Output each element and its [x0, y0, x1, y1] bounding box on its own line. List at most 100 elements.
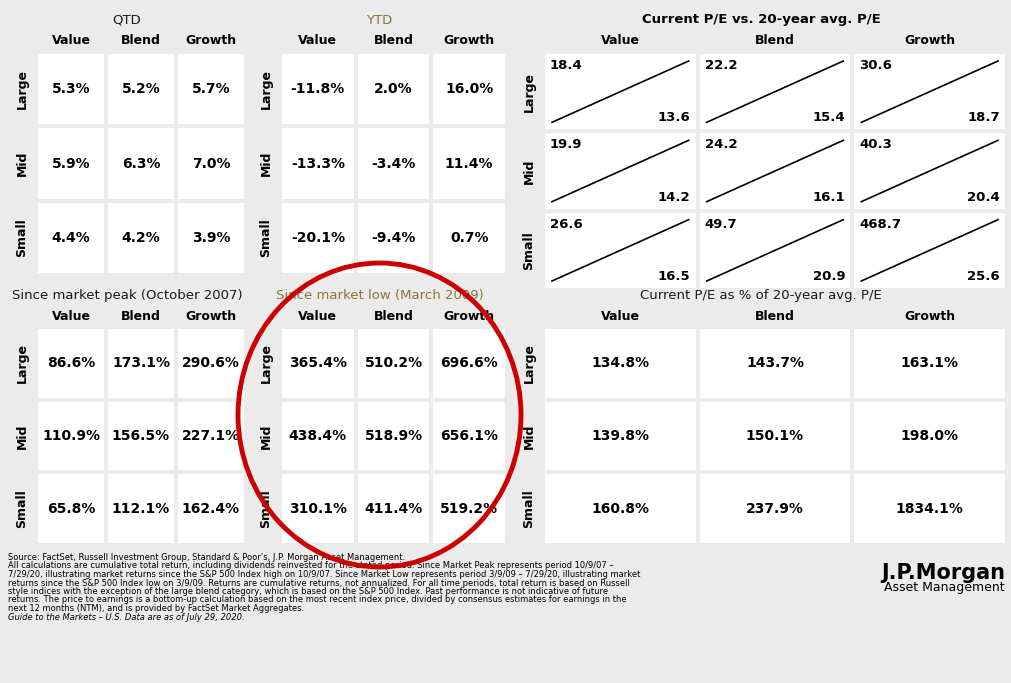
Bar [357, 402, 429, 471]
Text: 198.0%: 198.0% [900, 429, 957, 443]
Text: 139.8%: 139.8% [590, 429, 649, 443]
Text: returns. The price to earnings is a bottom-up calculation based on the most rece: returns. The price to earnings is a bott… [8, 596, 626, 604]
Text: Large: Large [522, 344, 535, 383]
Text: 519.2%: 519.2% [440, 502, 497, 516]
Text: Blend: Blend [121, 35, 161, 48]
Text: Large: Large [259, 344, 272, 383]
Text: 2.0%: 2.0% [374, 82, 412, 96]
Text: Blend: Blend [373, 309, 413, 322]
Text: Mid: Mid [522, 423, 535, 449]
Bar [433, 402, 504, 471]
Text: Mid: Mid [259, 151, 272, 176]
Bar [282, 329, 353, 398]
Text: 16.0%: 16.0% [445, 82, 492, 96]
Bar [699, 329, 849, 398]
Text: Small: Small [522, 489, 535, 528]
Text: 156.5%: 156.5% [112, 429, 170, 443]
Text: 16.5: 16.5 [657, 270, 690, 283]
Bar [853, 133, 1004, 209]
Text: Since market peak (October 2007): Since market peak (October 2007) [12, 288, 242, 301]
Text: Asset Management: Asset Management [884, 581, 1004, 594]
Text: 6.3%: 6.3% [121, 156, 160, 171]
Bar [282, 128, 353, 199]
Bar [699, 402, 849, 471]
Bar [357, 329, 429, 398]
Text: Mid: Mid [522, 158, 535, 184]
Text: 19.9: 19.9 [549, 139, 582, 152]
Text: 5.9%: 5.9% [52, 156, 90, 171]
Text: 22.2: 22.2 [704, 59, 736, 72]
Bar [357, 54, 429, 124]
Bar [357, 474, 429, 543]
Text: 162.4%: 162.4% [182, 502, 240, 516]
Bar [699, 133, 849, 209]
Bar [853, 212, 1004, 288]
Text: 518.9%: 518.9% [364, 429, 423, 443]
Text: -13.3%: -13.3% [290, 156, 345, 171]
Text: Value: Value [298, 309, 337, 322]
Bar [108, 402, 174, 471]
Text: -11.8%: -11.8% [290, 82, 345, 96]
Bar [108, 54, 174, 124]
Text: J.P.Morgan: J.P.Morgan [881, 563, 1004, 583]
Bar [178, 203, 244, 273]
Text: 0.7%: 0.7% [450, 231, 488, 245]
Text: 18.4: 18.4 [549, 59, 582, 72]
Bar [282, 402, 353, 471]
Bar [433, 128, 504, 199]
Bar [108, 203, 174, 273]
Text: Blend: Blend [754, 35, 795, 48]
Text: 411.4%: 411.4% [364, 502, 423, 516]
Text: 13.6: 13.6 [657, 111, 690, 124]
Text: 227.1%: 227.1% [182, 429, 240, 443]
Text: Value: Value [298, 35, 337, 48]
Bar [699, 212, 849, 288]
Text: 15.4: 15.4 [812, 111, 844, 124]
Text: 134.8%: 134.8% [590, 357, 649, 370]
Bar [853, 402, 1004, 471]
Text: YTD: YTD [366, 14, 392, 27]
Text: 49.7: 49.7 [704, 218, 737, 231]
Text: 30.6: 30.6 [858, 59, 892, 72]
Bar [699, 54, 849, 129]
Text: All calculations are cumulative total return, including dividends reinvested for: All calculations are cumulative total re… [8, 561, 613, 570]
Text: 24.2: 24.2 [704, 139, 737, 152]
Bar [545, 402, 695, 471]
Text: QTD: QTD [112, 14, 142, 27]
Text: Small: Small [15, 489, 28, 528]
Text: next 12 months (NTM), and is provided by FactSet Market Aggregates.: next 12 months (NTM), and is provided by… [8, 604, 304, 613]
Bar [433, 203, 504, 273]
Text: 237.9%: 237.9% [745, 502, 803, 516]
Text: 65.8%: 65.8% [47, 502, 95, 516]
Text: 16.1: 16.1 [812, 191, 844, 204]
Text: 112.1%: 112.1% [112, 502, 170, 516]
Text: Growth: Growth [185, 35, 237, 48]
Text: Value: Value [601, 309, 639, 322]
Text: 468.7: 468.7 [858, 218, 901, 231]
Text: Mid: Mid [15, 151, 28, 176]
Text: 5.7%: 5.7% [191, 82, 231, 96]
Bar [357, 203, 429, 273]
Text: 1834.1%: 1834.1% [895, 502, 962, 516]
Bar [282, 203, 353, 273]
Text: Large: Large [15, 344, 28, 383]
Text: -3.4%: -3.4% [371, 156, 416, 171]
Text: 40.3: 40.3 [858, 139, 892, 152]
Bar [433, 474, 504, 543]
Text: Current P/E as % of 20-year avg. P/E: Current P/E as % of 20-year avg. P/E [640, 288, 881, 301]
Text: 20.9: 20.9 [812, 270, 844, 283]
Text: Growth: Growth [903, 309, 954, 322]
Text: Blend: Blend [373, 35, 413, 48]
Text: Guide to the Markets – U.S. Data are as of July 29, 2020.: Guide to the Markets – U.S. Data are as … [8, 613, 245, 622]
Bar [853, 54, 1004, 129]
Text: 438.4%: 438.4% [288, 429, 347, 443]
Text: 5.3%: 5.3% [52, 82, 90, 96]
Text: -20.1%: -20.1% [290, 231, 345, 245]
Text: Large: Large [259, 69, 272, 109]
Bar [545, 133, 695, 209]
Text: 110.9%: 110.9% [42, 429, 100, 443]
Bar [108, 128, 174, 199]
Text: 365.4%: 365.4% [288, 357, 347, 370]
Text: 25.6: 25.6 [967, 270, 999, 283]
Bar [545, 212, 695, 288]
